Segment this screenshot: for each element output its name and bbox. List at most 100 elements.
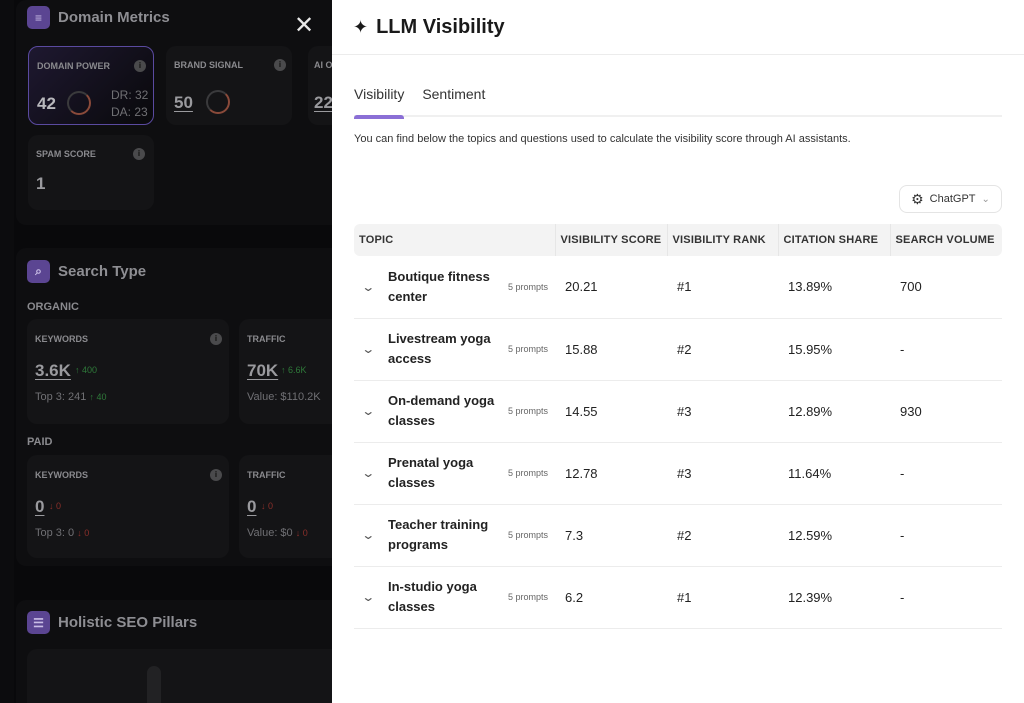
search-volume: -	[890, 566, 1002, 629]
delta-value: 0	[268, 501, 274, 511]
pillars-chart-card	[27, 649, 332, 703]
pillar-bar	[147, 666, 161, 703]
topic-name: Teacher training programs	[388, 517, 489, 552]
info-icon[interactable]: i	[133, 148, 145, 160]
search-icon: ⌕	[27, 260, 50, 283]
card-value[interactable]: 50	[174, 93, 193, 112]
chatgpt-icon: ⚙	[911, 190, 924, 207]
topics-table: TOPIC VISIBILITY SCORE VISIBILITY RANK C…	[354, 224, 1002, 629]
close-icon[interactable]: ✕	[294, 12, 315, 39]
table-row[interactable]: ⌄ In-studio yoga classes 5 prompts 6.2 #1 …	[354, 566, 1002, 629]
model-select-value: ChatGPT	[929, 193, 976, 205]
prompts-count: 5 prompts	[508, 344, 549, 354]
chevron-down-icon[interactable]: ⌄	[361, 342, 376, 356]
dr-value: DR: 32	[111, 88, 149, 102]
visibility-rank: #1	[667, 566, 778, 629]
model-select[interactable]: ⚙ ChatGPT ⌄	[899, 185, 1002, 213]
search-type-section: ⌕ Search Type ORGANIC KEYWORDS i 3.6K ↑ 4…	[16, 248, 332, 566]
visibility-rank: #2	[667, 318, 778, 381]
col-visibility-rank[interactable]: VISIBILITY RANK	[667, 224, 779, 256]
traffic-value: Value: $0	[247, 527, 293, 539]
card-value[interactable]: 22	[314, 93, 332, 112]
panel-title: LLM Visibility	[376, 15, 505, 38]
col-visibility-score[interactable]: VISIBILITY SCORE	[555, 224, 668, 256]
card-value[interactable]: 0	[35, 497, 45, 516]
section-header: ☰ Holistic SEO Pillars	[27, 611, 197, 634]
chevron-down-icon[interactable]: ⌄	[361, 528, 376, 542]
table-row[interactable]: ⌄ Teacher training programs 5 prompts 7.3 …	[354, 504, 1002, 567]
card-value[interactable]: 3.6K	[35, 361, 71, 380]
background-dashboard: ≡ Domain Metrics DOMAIN POWER i 42 DR: 32…	[0, 0, 332, 703]
col-search-volume[interactable]: SEARCH VOLUME	[890, 224, 1002, 256]
description: You can find below the topics and questi…	[354, 133, 851, 145]
paid-traffic-card[interactable]: TRAFFIC 0 ↓ 0 Value: $0 ↓ 0	[239, 455, 332, 558]
tab-sentiment[interactable]: Sentiment	[422, 86, 486, 102]
card-label: KEYWORDS	[35, 470, 89, 480]
visibility-rank: #1	[667, 256, 778, 319]
panel-header: ✦ LLM Visibility	[332, 0, 1024, 55]
chevron-down-icon[interactable]: ⌄	[361, 590, 376, 604]
section-title: Search Type	[58, 263, 147, 280]
llm-visibility-panel: ✦ LLM Visibility Visibility Sentiment Yo…	[332, 0, 1024, 703]
card-label: SPAM SCORE	[36, 149, 96, 159]
info-icon[interactable]: i	[274, 59, 286, 71]
info-icon[interactable]: i	[134, 60, 146, 72]
section-header: ⌕ Search Type	[27, 260, 146, 283]
citation-share: 11.64%	[778, 442, 890, 505]
traffic-value: Value: $110.2K	[247, 391, 321, 403]
search-volume: 930	[890, 380, 1002, 443]
topic-name: Livestream yoga access	[388, 331, 491, 366]
col-topic[interactable]: TOPIC	[354, 224, 556, 256]
delta-value: 0	[84, 528, 90, 538]
chevron-down-icon[interactable]: ⌄	[361, 404, 376, 418]
section-title: Holistic SEO Pillars	[58, 614, 198, 631]
visibility-score: 7.3	[555, 504, 667, 567]
card-value[interactable]: 0	[247, 497, 257, 516]
topic-name: Boutique fitness center	[388, 268, 490, 304]
organic-traffic-card[interactable]: TRAFFIC 70K ↑ 6.6K Value: $110.2K	[239, 319, 332, 424]
prompts-count: 5 prompts	[508, 468, 549, 478]
delta-value: 400	[82, 365, 98, 375]
delta: ↑ 6.6K	[281, 365, 307, 375]
spam-score-card[interactable]: SPAM SCORE i 1	[28, 135, 154, 210]
metrics-icon: ≡	[27, 6, 50, 29]
visibility-score: 14.55	[555, 380, 667, 443]
card-value[interactable]: 70K	[247, 361, 279, 380]
card-label: BRAND SIGNAL	[174, 60, 243, 70]
citation-share: 12.39%	[778, 566, 890, 629]
table-row[interactable]: ⌄ Livestream yoga access 5 prompts 15.88 #…	[354, 318, 1002, 381]
visibility-rank: #3	[667, 380, 778, 443]
sidebar-strip	[0, 0, 14, 703]
topic-name: On-demand yoga classes	[388, 393, 495, 428]
visibility-rank: #3	[667, 442, 778, 505]
chevron-down-icon[interactable]: ⌄	[361, 279, 376, 294]
visibility-score: 20.21	[555, 256, 667, 319]
chevron-down-icon[interactable]: ⌄	[361, 466, 376, 480]
table-row[interactable]: ⌄ Boutique fitness center 5 prompts 20.21 …	[354, 256, 1002, 319]
citation-share: 13.89%	[778, 256, 890, 319]
info-icon[interactable]: i	[210, 333, 222, 345]
search-volume: 700	[890, 256, 1002, 319]
tab-visibility[interactable]: Visibility	[354, 86, 405, 119]
domain-power-card[interactable]: DOMAIN POWER i 42 DR: 32 DA: 23	[28, 46, 154, 125]
table-row[interactable]: ⌄ Prenatal yoga classes 5 prompts 12.78 #3…	[354, 442, 1002, 505]
visibility-score: 15.88	[555, 318, 667, 381]
da-value: DA: 23	[111, 105, 148, 119]
table-row[interactable]: ⌄ On-demand yoga classes 5 prompts 14.55 #…	[354, 380, 1002, 443]
delta: ↑ 400	[75, 365, 98, 375]
paid-keywords-card[interactable]: KEYWORDS i 0 ↓ 0 Top 3: 0 ↓ 0	[27, 455, 229, 558]
search-volume: -	[890, 504, 1002, 567]
info-icon[interactable]: i	[210, 469, 222, 481]
card-value: 1	[36, 174, 46, 193]
card-label: AI O	[314, 60, 332, 70]
organic-keywords-card[interactable]: KEYWORDS i 3.6K ↑ 400 Top 3: 241 ↑ 40	[27, 319, 229, 424]
top3-value: Top 3: 0	[35, 527, 75, 539]
ai-card[interactable]: AI O 22	[308, 46, 332, 125]
score-ring	[67, 91, 91, 115]
domain-metrics-section: ≡ Domain Metrics DOMAIN POWER i 42 DR: 32…	[16, 0, 332, 225]
delta: ↓ 0	[49, 501, 62, 511]
brand-signal-card[interactable]: BRAND SIGNAL i 50	[166, 46, 292, 125]
prompts-count: 5 prompts	[508, 406, 549, 416]
col-citation-share[interactable]: CITATION SHARE	[778, 224, 891, 256]
delta-value: 6.6K	[288, 365, 307, 375]
